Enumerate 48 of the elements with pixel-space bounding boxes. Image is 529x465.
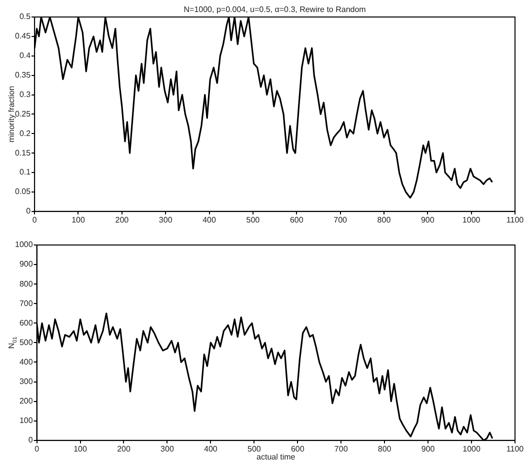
- x-tick-label: 700: [334, 215, 348, 224]
- y-axis-title: minority fraction: [7, 86, 16, 142]
- y-tick-label: 0.05: [14, 187, 32, 196]
- x-tick-label: 700: [334, 444, 348, 454]
- y-tick-label: 400: [19, 357, 34, 366]
- y-tick-label: 0.3: [19, 90, 32, 99]
- y-tick-label: 800: [19, 279, 34, 288]
- y-tick-label: 500: [19, 338, 34, 347]
- y-tick-label: 700: [19, 298, 34, 308]
- x-tick-label: 600: [290, 444, 305, 454]
- x-tick-label: 500: [246, 215, 260, 224]
- x-tick-label: 400: [204, 444, 218, 454]
- chart-title: N=1000, p=0.004, u=0.5, α=0.3, Rewire to Random: [184, 5, 366, 14]
- y-tick-label: 0.15: [14, 148, 32, 158]
- y-tick-label: 0.1: [19, 168, 32, 177]
- y-tick-label: 0.45: [14, 32, 32, 41]
- x-tick-label: 200: [117, 444, 131, 454]
- y-tick-label: 300: [19, 376, 34, 386]
- y-tick-label: 0.35: [14, 70, 32, 80]
- y-tick-label: 0: [26, 206, 32, 216]
- x-tick-label: 900: [421, 444, 436, 454]
- x-tick-label: 100: [72, 215, 86, 224]
- x-tick-label: 1100: [506, 444, 524, 454]
- x-tick-label: 400: [202, 215, 216, 224]
- x-tick-label: 100: [74, 444, 88, 454]
- y-tick-label: 0.25: [14, 109, 32, 118]
- y-tick-label: 0.5: [19, 12, 32, 22]
- x-tick-label: 200: [115, 215, 130, 224]
- x-tick-label: 300: [158, 215, 173, 224]
- x-tick-label: 600: [290, 215, 304, 224]
- y-tick-label: 200: [19, 396, 34, 406]
- y-tick-label: 1000: [15, 240, 34, 250]
- y-tick-label: 0.2: [19, 128, 32, 138]
- x-tick-label: 1000: [462, 215, 481, 224]
- x-tick-label: 800: [378, 444, 392, 454]
- y-tick-label: 0.4: [19, 51, 32, 60]
- x-tick-label: 900: [420, 215, 435, 224]
- x-tick-label: 500: [247, 444, 262, 454]
- y-tick-label: 100: [19, 416, 34, 426]
- y-tick-label: 600: [19, 318, 34, 328]
- y-tick-label: 0: [28, 436, 34, 445]
- x-tick-label: 800: [377, 215, 392, 224]
- x-tick-label: 300: [160, 444, 174, 454]
- y-tick-label: 900: [19, 260, 34, 269]
- x-tick-label: 1100: [506, 215, 524, 224]
- x-axis-title: actual time: [256, 452, 296, 462]
- x-tick-label: 1000: [462, 444, 481, 454]
- x-tick-label: 0: [34, 444, 40, 454]
